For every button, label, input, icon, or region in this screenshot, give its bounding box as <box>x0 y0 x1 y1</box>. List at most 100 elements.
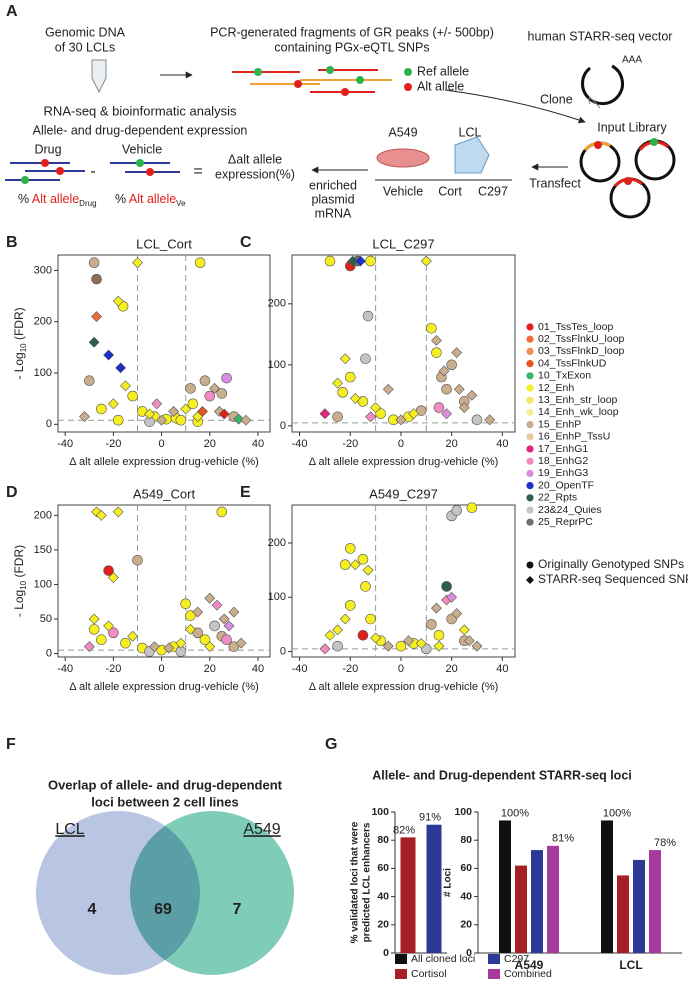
point <box>319 643 331 655</box>
legend-label: 12_Enh <box>538 382 574 394</box>
vehicle-text: Vehicle <box>122 142 162 156</box>
bar <box>601 820 613 953</box>
y-tick-label: 80 <box>377 834 389 846</box>
point <box>216 388 228 399</box>
legend-swatch <box>395 954 407 964</box>
point <box>441 383 452 395</box>
y-axis-label: predicted LCL enhancers <box>362 822 373 942</box>
point <box>344 371 356 383</box>
y-tick-label: 60 <box>377 862 389 874</box>
point <box>127 630 139 642</box>
point <box>403 635 414 647</box>
y-tick-label: 20 <box>377 919 389 931</box>
y-tick-label: 60 <box>460 862 472 874</box>
point <box>458 402 470 414</box>
point <box>365 613 376 625</box>
legend-label: 13_Enh_str_loop <box>538 394 618 406</box>
point <box>240 414 252 426</box>
panel-label: C <box>240 234 252 251</box>
bar <box>547 845 559 953</box>
point <box>107 398 119 410</box>
point <box>91 273 102 285</box>
legend-swatch <box>526 506 534 514</box>
point <box>132 554 143 566</box>
point <box>120 637 131 649</box>
legend-swatch <box>526 360 534 368</box>
x-axis-label: Δ alt allele expression drug-vehicle (%) <box>309 456 499 468</box>
condition-text: Cort <box>438 184 462 198</box>
point <box>395 640 407 652</box>
x-tick-label: 40 <box>496 438 508 450</box>
point <box>349 393 361 404</box>
y-tick-label: 200 <box>34 316 52 328</box>
point <box>347 255 359 267</box>
point <box>426 619 437 630</box>
point <box>463 635 475 647</box>
panel-label: E <box>240 484 251 501</box>
legend-swatch <box>526 482 534 490</box>
y-tick-label: 0 <box>280 420 286 432</box>
point <box>446 359 457 371</box>
transfect-text: Transfect <box>529 176 581 190</box>
point <box>228 606 240 618</box>
point <box>362 564 374 576</box>
legend-swatch <box>526 457 534 465</box>
legend-swatch <box>526 518 534 526</box>
x-tick-label: -40 <box>292 663 308 675</box>
y-tick-label: 20 <box>460 919 472 931</box>
point <box>466 389 478 401</box>
plot-frame <box>57 254 271 433</box>
y-tick-label: 150 <box>34 544 52 556</box>
tube <box>91 59 107 94</box>
x-axis-label: Δ alt allele expression drug-vehicle (%) <box>69 456 259 468</box>
y-tick-label: 100 <box>34 578 52 590</box>
pcr-text: containing PGx-eQTL SNPs <box>274 40 429 54</box>
cell-text: A549 <box>388 125 417 139</box>
point <box>88 257 100 268</box>
legend-swatch <box>488 969 500 979</box>
y-axis-label-part: (FDR) <box>12 307 26 343</box>
x-tick-label: 20 <box>446 663 458 675</box>
point <box>324 629 336 641</box>
point <box>365 411 376 423</box>
x-tick-label: 40 <box>252 438 264 450</box>
alt-dot <box>404 83 412 91</box>
point <box>453 383 465 395</box>
point <box>185 623 196 635</box>
point <box>354 255 366 267</box>
dot <box>594 141 602 149</box>
legend-label: 03_TssFlnkD_loop <box>538 345 625 357</box>
point <box>357 396 369 407</box>
legend-label: 02_TssFlnkU_loop <box>538 333 625 345</box>
point <box>187 398 199 410</box>
fragments <box>232 66 392 96</box>
legend-label: 04_TssFlnkUD <box>538 357 607 369</box>
condition-text: Vehicle <box>383 184 423 198</box>
point <box>415 405 427 416</box>
point <box>420 255 432 267</box>
point <box>446 591 458 603</box>
point <box>192 606 204 618</box>
point <box>197 406 208 417</box>
legend-marker <box>526 576 534 584</box>
point <box>339 353 351 365</box>
point <box>88 336 100 348</box>
point <box>175 637 187 649</box>
point <box>446 613 457 625</box>
point <box>458 624 470 636</box>
point <box>83 641 95 653</box>
legend-swatch <box>526 494 534 502</box>
set-circle <box>130 811 294 975</box>
y-axis-label-part: - Log <box>12 590 26 617</box>
chart-title: Overlap of allele- and drug-dependent <box>48 777 283 792</box>
point <box>221 372 232 384</box>
point <box>431 347 442 358</box>
y-tick-label: 0 <box>383 947 389 959</box>
point <box>451 347 463 359</box>
point <box>107 572 119 583</box>
point <box>218 408 230 420</box>
panel-label: B <box>6 234 18 251</box>
marker-legend-label: STARR-seq Sequenced SNPs <box>538 572 688 586</box>
point <box>337 387 348 398</box>
bar <box>633 859 645 953</box>
